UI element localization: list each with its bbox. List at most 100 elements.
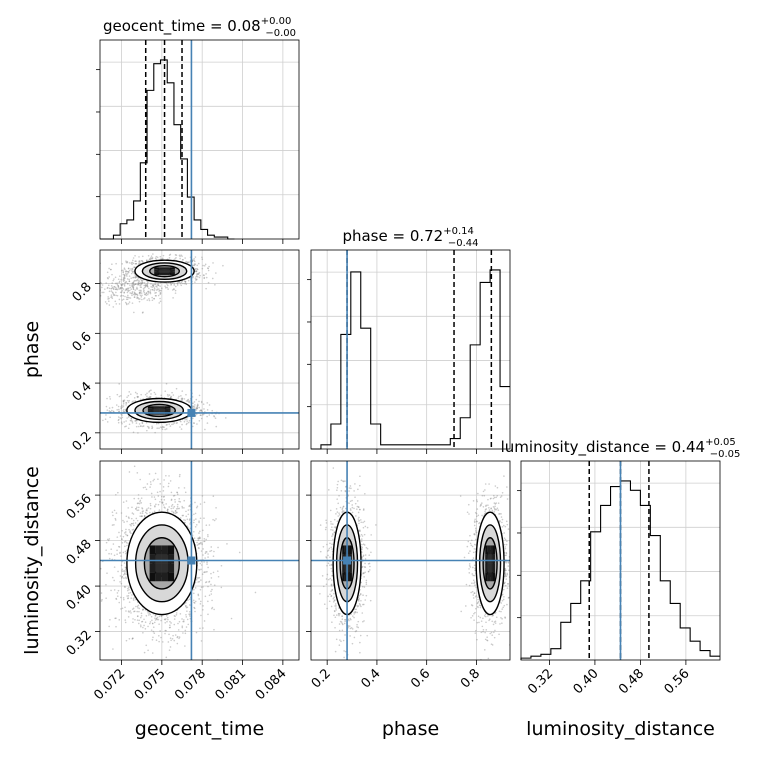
scatter-point — [108, 267, 110, 270]
scatter-point — [130, 524, 132, 527]
scatter-point — [129, 393, 132, 395]
scatter-point — [111, 287, 113, 290]
scatter-point — [134, 274, 137, 277]
scatter-point — [113, 285, 116, 288]
scatter-point — [187, 509, 190, 511]
scatter-point — [215, 518, 217, 520]
scatter-point — [197, 543, 200, 545]
scatter-point — [136, 392, 138, 395]
scatter-point — [192, 425, 194, 428]
scatter-point — [127, 294, 129, 297]
scatter-point — [125, 260, 127, 262]
scatter-point — [126, 272, 129, 275]
scatter-point — [144, 283, 147, 286]
scatter-point — [125, 576, 127, 579]
scatter-point — [111, 291, 114, 294]
scatter-point — [205, 273, 207, 275]
scatter-point — [138, 280, 141, 282]
scatter-point — [173, 505, 176, 508]
scatter-point — [127, 507, 130, 509]
scatter-point — [195, 578, 198, 581]
scatter-point — [121, 414, 123, 416]
scatter-point — [196, 505, 199, 508]
scatter-point — [152, 457, 154, 459]
scatter-point — [151, 257, 154, 259]
scatter-point — [153, 496, 156, 498]
scatter-point — [130, 532, 132, 535]
scatter-point — [197, 593, 200, 596]
scatter-point — [206, 563, 208, 565]
scatter-point — [186, 610, 188, 612]
scatter-point — [168, 506, 170, 508]
scatter-point — [124, 268, 126, 271]
scatter-point — [184, 418, 186, 421]
scatter-point — [128, 588, 130, 591]
scatter-point — [117, 284, 119, 287]
scatter-point — [208, 594, 211, 597]
scatter-point — [163, 618, 166, 621]
scatter-point — [158, 288, 160, 290]
scatter-point — [136, 294, 139, 296]
scatter-point — [196, 405, 199, 407]
scatter-point — [214, 283, 216, 286]
scatter-point — [126, 303, 128, 306]
scatter-point — [144, 511, 147, 514]
scatter-point — [123, 532, 126, 534]
scatter-point — [202, 605, 204, 607]
scatter-point — [151, 652, 154, 654]
scatter-point — [137, 502, 139, 505]
scatter-point — [117, 589, 120, 592]
scatter-point — [143, 515, 146, 517]
density-cell — [164, 408, 171, 411]
scatter-point — [126, 417, 128, 419]
scatter-point — [199, 530, 201, 533]
scatter-point — [173, 618, 176, 620]
scatter-point — [131, 267, 134, 270]
scatter-point — [169, 626, 171, 629]
scatter-point — [200, 579, 202, 581]
scatter-point — [113, 524, 115, 526]
scatter-point — [132, 618, 134, 620]
scatter-point — [135, 276, 138, 278]
scatter-point — [161, 501, 163, 504]
scatter-point — [124, 425, 126, 428]
scatter-point — [143, 282, 146, 284]
scatter-point — [130, 268, 132, 270]
scatter-point — [126, 534, 129, 537]
panel-title: geocent_time = 0.08+0.00 −0.00 — [103, 16, 296, 39]
density-cell — [154, 269, 160, 272]
scatter-point — [145, 260, 148, 262]
scatter-point — [211, 277, 214, 280]
scatter-point — [145, 421, 148, 424]
scatter-point — [123, 408, 125, 411]
scatter-point — [156, 286, 158, 288]
scatter-point — [106, 538, 109, 541]
scatter-point — [131, 284, 133, 286]
scatter-point — [122, 570, 124, 573]
scatter-point — [208, 414, 211, 416]
scatter-point — [128, 637, 131, 640]
scatter-point — [121, 284, 123, 287]
scatter-point — [138, 289, 141, 292]
scatter-point — [137, 395, 139, 398]
scatter-point — [130, 418, 133, 420]
scatter-point — [132, 286, 134, 289]
joint-content — [100, 457, 299, 660]
scatter-point — [117, 421, 120, 424]
scatter-point — [193, 607, 196, 610]
scatter-point — [151, 286, 154, 288]
scatter-point — [106, 271, 109, 274]
scatter-point — [166, 620, 168, 623]
scatter-point — [120, 564, 123, 567]
scatter-point — [178, 637, 180, 640]
scatter-point — [149, 481, 152, 483]
scatter-point — [134, 283, 137, 286]
scatter-point — [183, 519, 185, 521]
scatter-point — [188, 505, 190, 508]
y-tick-label: 0.8 — [70, 280, 95, 305]
scatter-point — [196, 407, 198, 409]
scatter-point — [121, 404, 123, 407]
scatter-point — [159, 490, 161, 493]
scatter-point — [118, 303, 121, 305]
